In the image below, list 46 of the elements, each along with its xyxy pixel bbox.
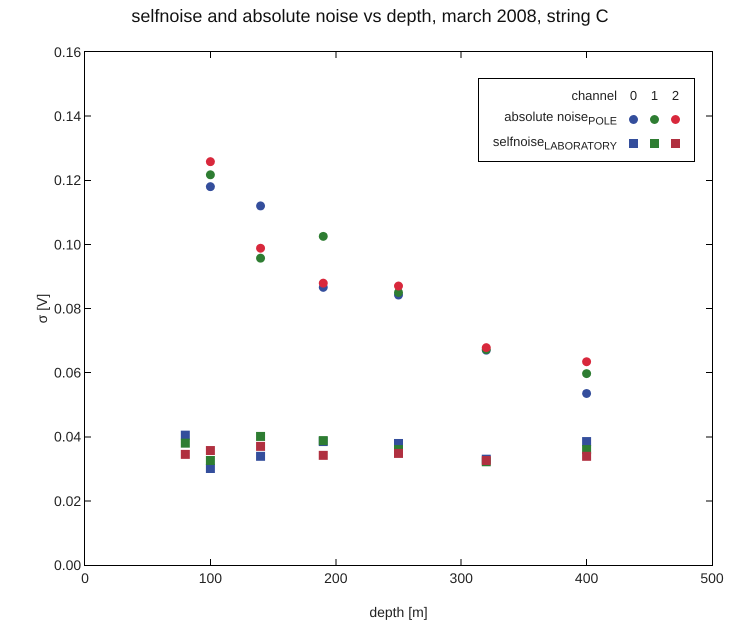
y-tick-label: 0.16 [54,44,82,60]
point [582,388,592,398]
y-tick-label: 0.02 [54,492,82,509]
point [394,282,403,291]
y-tick-label: 0.14 [54,108,82,124]
point [256,201,266,210]
point [206,170,215,180]
y-tick-label: 0.08 [54,300,82,316]
point [256,442,266,451]
chart-title: selfnoise and absolute noise vs depth, march 2008, string C [131,6,609,26]
point [256,254,266,263]
legend-title: channel [570,87,618,105]
annotation: 0 [628,87,638,105]
x-tick-label: 100 [198,570,222,586]
x-tick-label: 300 [450,570,474,586]
point [582,357,592,366]
point [256,452,266,461]
annotation: 1 [650,87,660,105]
point [180,450,190,459]
point [206,182,215,192]
legend-label: absolute noise$_{POLE}$ [503,108,618,130]
y-tick-label: 0.10 [54,236,82,252]
point [256,432,266,441]
point [206,157,215,166]
x-tick-label: 200 [324,570,348,586]
point [318,278,328,288]
legend-label: selfnoise$_{LABORATORY}$ [492,132,618,154]
x-tick-label: 0 [81,570,90,586]
y-axis-title: σ [V] [34,294,50,324]
x-axis-title: depth [m] [369,604,428,620]
y-tick-label: 0.12 [54,172,82,188]
point [318,450,328,460]
point [180,438,190,448]
point [582,369,592,378]
point [318,232,328,241]
annotation: 2 [670,87,680,105]
x-tick-label: 400 [574,570,598,586]
y-tick-label: 0.00 [54,556,82,573]
point [394,448,403,458]
y-tick-label: 0.06 [54,364,82,381]
y-tick-label: 0.04 [54,428,82,445]
point [256,244,266,253]
point [582,452,592,461]
point [206,446,215,456]
x-tick-label: 500 [700,570,724,586]
point [206,456,215,465]
